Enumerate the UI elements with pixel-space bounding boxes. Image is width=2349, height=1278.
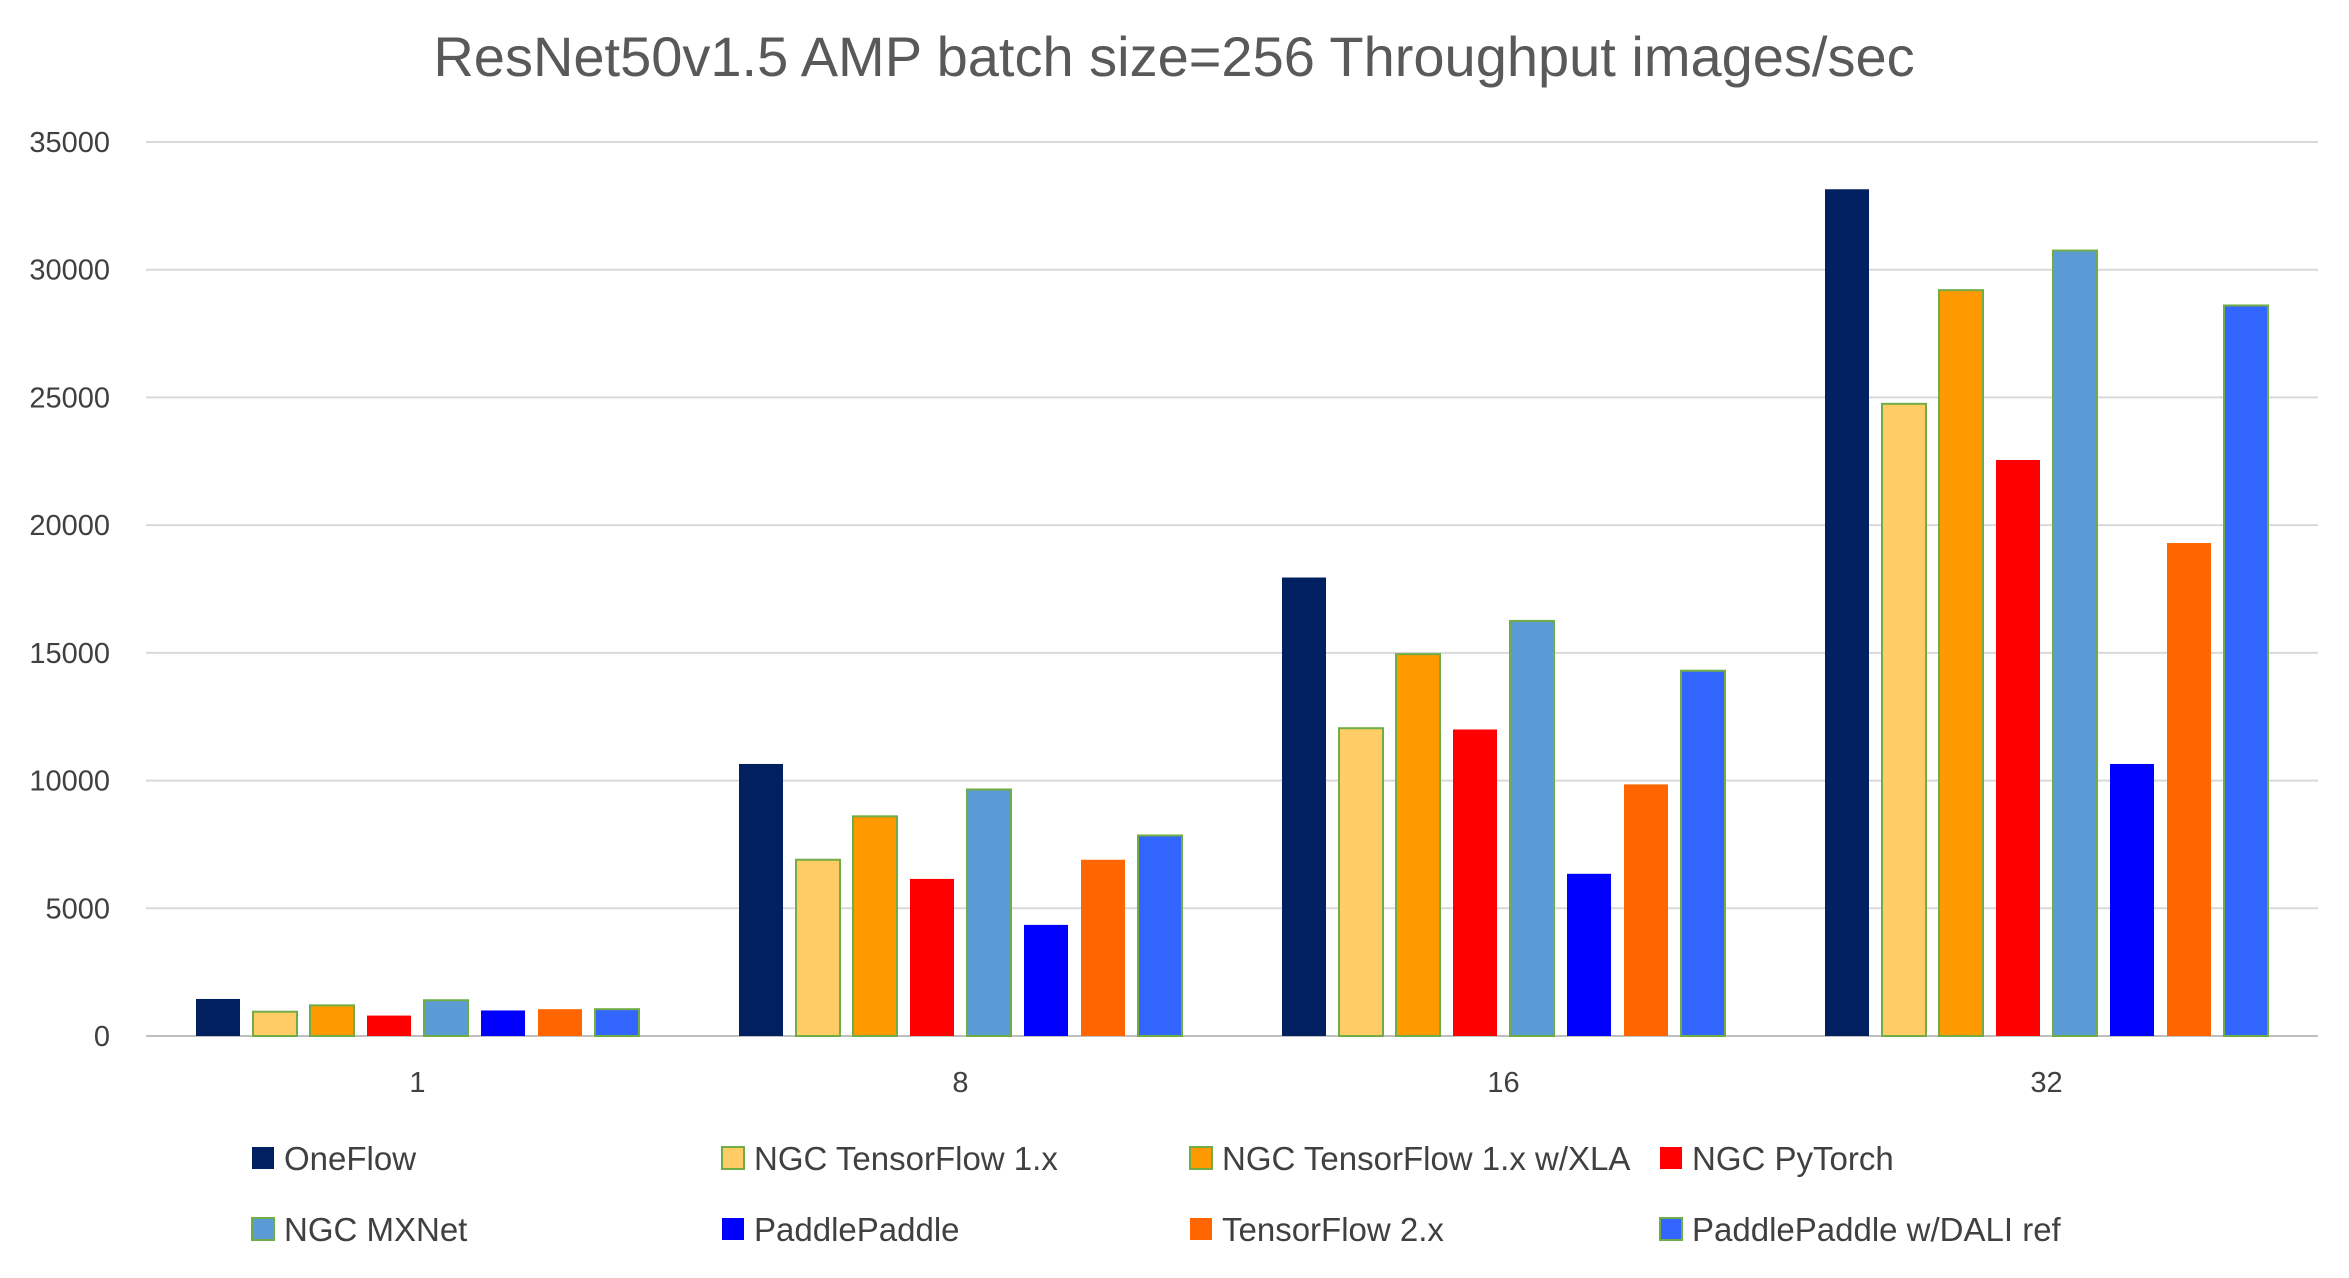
legend-label: PaddlePaddle bbox=[754, 1211, 960, 1248]
legend-label: TensorFlow 2.x bbox=[1222, 1211, 1444, 1248]
x-tick-label: 32 bbox=[2030, 1067, 2062, 1099]
bar-ngc-mxnet-16 bbox=[1509, 619, 1555, 1038]
legend-label: OneFlow bbox=[284, 1140, 416, 1177]
bar-ngc-mxnet-8 bbox=[966, 788, 1012, 1037]
y-tick-label: 30000 bbox=[29, 255, 110, 287]
bar-ngc-tensorflow-1-x-w-xla-8 bbox=[852, 815, 898, 1037]
legend-item: PaddlePaddle bbox=[722, 1211, 960, 1248]
bar-oneflow-32 bbox=[1825, 189, 1869, 1037]
bar-paddlepaddle-1 bbox=[481, 1010, 525, 1036]
legend-item: NGC PyTorch bbox=[1660, 1140, 1894, 1177]
legend-swatch bbox=[721, 1146, 745, 1170]
legend-label: NGC TensorFlow 1.x bbox=[754, 1140, 1058, 1177]
bar-ngc-pytorch-32 bbox=[1996, 460, 2040, 1037]
legend-label: NGC MXNet bbox=[284, 1211, 467, 1248]
bars bbox=[196, 189, 2269, 1038]
bar-paddlepaddle-32 bbox=[2110, 763, 2154, 1036]
bar-ngc-mxnet-1 bbox=[423, 999, 469, 1037]
gridlines bbox=[146, 141, 2318, 1037]
bar-ngc-tensorflow-1-x-1 bbox=[252, 1010, 298, 1038]
legend-item: NGC TensorFlow 1.x w/XLA bbox=[1189, 1140, 1630, 1177]
y-tick-label: 10000 bbox=[29, 766, 110, 798]
bar-ngc-tensorflow-1-x-32 bbox=[1881, 402, 1927, 1038]
legend-swatch bbox=[251, 1217, 275, 1241]
y-axis-ticks: 0 5000 10000 15000 20000 25000 30000 35000 bbox=[29, 127, 110, 1053]
bar-ngc-tensorflow-1-x-8 bbox=[795, 858, 841, 1037]
bar-paddlepaddle-16 bbox=[1567, 873, 1611, 1036]
bar-ngc-tensorflow-1-x-w-xla-1 bbox=[309, 1004, 355, 1037]
legend-label: PaddlePaddle w/DALI ref bbox=[1692, 1211, 2062, 1248]
legend-swatch bbox=[1659, 1217, 1683, 1241]
bar-ngc-mxnet-32 bbox=[2052, 249, 2098, 1038]
bar-ngc-pytorch-16 bbox=[1453, 729, 1497, 1036]
legend-swatch bbox=[1190, 1218, 1212, 1240]
legend-swatch bbox=[722, 1218, 744, 1240]
legend: OneFlow NGC TensorFlow 1.x NGC TensorFlow … bbox=[251, 1140, 2062, 1248]
bar-ngc-tensorflow-1-x-w-xla-16 bbox=[1395, 653, 1441, 1037]
bar-oneflow-1 bbox=[196, 998, 240, 1036]
x-tick-label: 1 bbox=[409, 1067, 425, 1099]
chart-title: ResNet50v1.5 AMP batch size=256 Throughp… bbox=[433, 25, 1914, 88]
bar-paddlepaddle-w-dali-ref-1 bbox=[594, 1008, 640, 1037]
bar-paddlepaddle-w-dali-ref-8 bbox=[1137, 834, 1183, 1038]
legend-swatch bbox=[1660, 1147, 1682, 1169]
legend-swatch bbox=[252, 1147, 274, 1169]
bar-oneflow-16 bbox=[1282, 577, 1326, 1036]
bar-tensorflow-2-x-1 bbox=[538, 1009, 582, 1036]
x-tick-label: 16 bbox=[1487, 1067, 1519, 1099]
bar-tensorflow-2-x-16 bbox=[1624, 784, 1668, 1036]
bar-paddlepaddle-w-dali-ref-16 bbox=[1680, 669, 1726, 1037]
bar-tensorflow-2-x-8 bbox=[1081, 859, 1125, 1036]
bar-paddlepaddle-8 bbox=[1024, 924, 1068, 1036]
bar-tensorflow-2-x-32 bbox=[2167, 543, 2211, 1036]
legend-item: TensorFlow 2.x bbox=[1190, 1211, 1444, 1248]
legend-item: NGC TensorFlow 1.x bbox=[721, 1140, 1058, 1177]
legend-label: NGC PyTorch bbox=[1692, 1140, 1894, 1177]
y-tick-label: 15000 bbox=[29, 638, 110, 670]
y-tick-label: 0 bbox=[94, 1021, 110, 1053]
bar-ngc-tensorflow-1-x-w-xla-32 bbox=[1938, 289, 1984, 1037]
x-axis-ticks: 1 8 16 32 bbox=[409, 1067, 2062, 1099]
x-tick-label: 8 bbox=[952, 1067, 968, 1099]
y-tick-label: 20000 bbox=[29, 510, 110, 542]
y-tick-label: 35000 bbox=[29, 127, 110, 159]
bar-ngc-pytorch-1 bbox=[367, 1015, 411, 1036]
legend-item: OneFlow bbox=[252, 1140, 416, 1177]
bar-oneflow-8 bbox=[739, 763, 783, 1036]
legend-swatch bbox=[1189, 1146, 1213, 1170]
bar-ngc-tensorflow-1-x-16 bbox=[1338, 727, 1384, 1037]
legend-item: NGC MXNet bbox=[251, 1211, 467, 1248]
y-tick-label: 25000 bbox=[29, 382, 110, 414]
y-tick-label: 5000 bbox=[45, 893, 110, 925]
bar-paddlepaddle-w-dali-ref-32 bbox=[2223, 304, 2269, 1037]
legend-label: NGC TensorFlow 1.x w/XLA bbox=[1222, 1140, 1630, 1177]
bar-ngc-pytorch-8 bbox=[910, 878, 954, 1036]
legend-item: PaddlePaddle w/DALI ref bbox=[1659, 1211, 2062, 1248]
